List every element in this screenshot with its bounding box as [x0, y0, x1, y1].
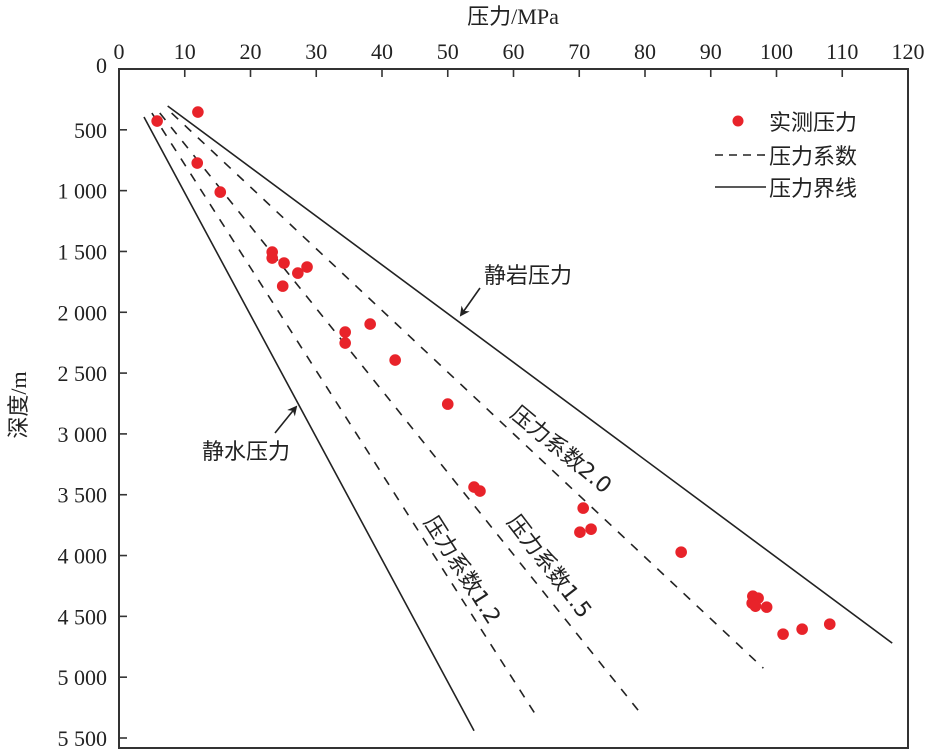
x-tick-label: 20 — [240, 39, 262, 64]
data-point — [191, 157, 204, 169]
data-point — [292, 267, 304, 279]
arrow-lithostatic — [459, 287, 481, 317]
line-压力系数1.5 — [159, 112, 641, 713]
x-tick-label: 110 — [826, 39, 858, 64]
x-tick-label: 50 — [437, 39, 459, 64]
y-axis-title: 深度/m — [6, 371, 31, 438]
x-tick-label: 70 — [568, 39, 590, 64]
x-tick-label: 80 — [634, 39, 656, 64]
legend-label-boundary: 压力界线 — [769, 177, 857, 202]
y-tick-label: 3 000 — [58, 422, 108, 447]
y-tick-label: 4 000 — [58, 544, 108, 569]
data-point — [777, 628, 789, 640]
data-point — [151, 115, 163, 127]
y-tick-label: 1 500 — [58, 239, 108, 264]
y-tick-label: 500 — [74, 118, 107, 143]
data-point — [389, 354, 401, 366]
legend-label-coefficient: 压力系数 — [769, 145, 857, 170]
label-hydrostatic-pressure: 静水压力 — [202, 440, 290, 465]
data-point — [441, 398, 454, 410]
data-point — [276, 280, 289, 292]
y-axis-ticks: 0 500 1 000 1 500 2 000 2 500 3 000 3 500 4 000 4… — [58, 53, 127, 751]
legend-label-measured: 实测压力 — [769, 111, 857, 136]
y-tick-label: 5 000 — [58, 665, 108, 690]
line-静岩压力 — [167, 105, 893, 644]
legend: 实测压力 压力系数 压力界线 — [715, 111, 857, 202]
line-静水压力 — [143, 116, 475, 732]
y-tick-label: 5 500 — [58, 726, 108, 751]
data-point — [301, 261, 313, 273]
x-tick-label: 30 — [305, 39, 327, 64]
arrow-hydrostatic — [274, 405, 298, 434]
data-point — [577, 502, 589, 514]
legend-marker-measured — [732, 115, 744, 127]
data-point — [364, 318, 376, 330]
data-point — [823, 618, 836, 630]
data-point — [339, 337, 351, 349]
reference-lines — [143, 105, 893, 732]
data-point — [214, 186, 227, 198]
x-tick-label: 100 — [760, 39, 793, 64]
x-axis-ticks: 0 10 20 30 40 50 60 70 80 90 100 110 120 — [114, 39, 925, 77]
measured-points — [151, 106, 836, 640]
x-tick-label: 40 — [371, 39, 393, 64]
x-tick-label: 120 — [892, 39, 925, 64]
data-point — [760, 601, 773, 613]
annotation-lithostatic: 静岩压力 — [459, 264, 572, 317]
y-tick-label: 1 000 — [58, 179, 108, 204]
label-coefficient-1-2: 压力系数1.2 — [418, 512, 505, 629]
y-tick-label: 2 500 — [58, 361, 108, 386]
data-point — [585, 523, 597, 535]
data-point — [266, 252, 278, 264]
plot-frame — [118, 68, 909, 749]
label-coefficient-2-0: 压力系数2.0 — [505, 401, 616, 499]
data-point — [192, 106, 204, 118]
data-point — [278, 257, 290, 269]
y-tick-label: 4 500 — [58, 604, 108, 629]
x-tick-label: 0 — [114, 39, 125, 64]
data-point — [474, 485, 486, 497]
x-tick-label: 60 — [503, 39, 525, 64]
y-tick-label: 2 000 — [58, 300, 108, 325]
y-tick-label: 0 — [96, 53, 107, 78]
data-point — [749, 600, 762, 612]
label-lithostatic-pressure: 静岩压力 — [484, 264, 572, 289]
y-tick-label: 3 500 — [58, 483, 108, 508]
x-axis-title: 压力/MPa — [467, 4, 559, 29]
data-point — [796, 623, 808, 635]
annotation-hydrostatic: 静水压力 — [202, 405, 298, 465]
data-point — [574, 526, 586, 538]
data-point — [675, 546, 687, 558]
x-tick-label: 10 — [174, 39, 196, 64]
data-point — [339, 326, 351, 338]
x-tick-label: 90 — [700, 39, 722, 64]
line-压力系数1.2 — [151, 112, 539, 719]
